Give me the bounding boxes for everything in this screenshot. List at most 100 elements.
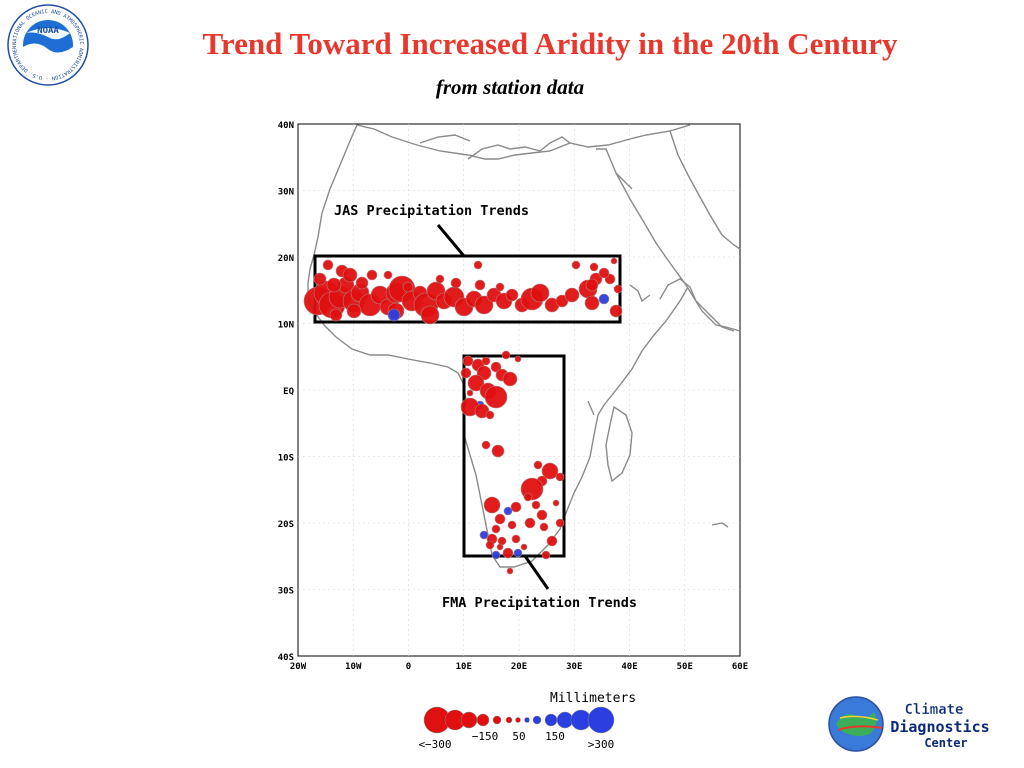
station-marker (503, 506, 513, 516)
station-marker (523, 492, 533, 502)
coastline (307, 124, 741, 568)
station-marker (496, 543, 504, 551)
station-marker (584, 295, 600, 311)
lon-tick-label: 10W (345, 662, 362, 672)
africa-precip-map: 40N 30N 20N 10N EQ 10S 20S 30S 40S 20W 10W 0 10E 20E… (278, 121, 748, 672)
legend-title: Millimeters (550, 691, 635, 706)
lat-tick-label: 30S (278, 587, 294, 597)
lat-tick-label: 20S (278, 520, 294, 530)
lon-tick-label: 0 (406, 662, 411, 672)
noaa-center-text: NOAA (37, 26, 59, 36)
station-marker (494, 513, 506, 525)
cdc-line3: Center (924, 736, 967, 750)
station-marker (511, 534, 521, 544)
legend-circle (556, 711, 574, 729)
legend-label: 150 (545, 730, 565, 743)
station-marker (536, 509, 548, 521)
station-marker (313, 272, 327, 286)
jas-label: JAS Precipitation Trends (334, 203, 529, 219)
station-marker (322, 259, 334, 271)
station-marker (571, 260, 581, 270)
station-marker (564, 287, 580, 303)
station-marker (460, 367, 472, 379)
lon-tick-label: 40E (621, 662, 637, 672)
station-marker (613, 284, 623, 294)
station-marker (552, 499, 560, 507)
lat-tick-label: 30N (278, 188, 294, 198)
station-marker (366, 269, 378, 281)
page-title: Trend Toward Increased Aridity in the 20… (202, 26, 898, 61)
lon-tick-label: 30E (566, 662, 582, 672)
station-marker (513, 548, 523, 558)
station-marker (539, 522, 549, 532)
station-marker (462, 355, 474, 367)
station-marker (598, 293, 610, 305)
station-marker (402, 281, 414, 293)
station-marker (541, 462, 559, 480)
station-marker (510, 501, 522, 513)
lon-tick-label: 50E (677, 662, 693, 672)
lat-tick-label: 10N (278, 321, 294, 331)
station-marker (495, 282, 505, 292)
legend-circle (505, 716, 513, 724)
legend-labels: <−300 −150 50 150 >300 (418, 730, 614, 751)
station-marker (342, 267, 358, 283)
lon-tick-label: 20E (511, 662, 527, 672)
jas-pointer (436, 224, 466, 257)
station-marker (507, 520, 517, 530)
station-marker (491, 550, 501, 560)
station-marker (555, 472, 565, 482)
station-marker (490, 361, 502, 373)
station-marker (466, 389, 474, 397)
fma-box (462, 354, 566, 558)
station-marker (481, 440, 491, 450)
legend-circle (515, 717, 521, 723)
station-marker (585, 278, 599, 292)
cdc-logo: Climate Diagnostics Center (828, 696, 990, 752)
legend-label: 50 (512, 730, 525, 743)
station-marker (329, 308, 343, 322)
legend-circle (524, 717, 530, 723)
lat-tick-label: 10S (278, 454, 294, 464)
lat-tick-label: EQ (283, 387, 294, 397)
cdc-line2: Diagnostics (890, 718, 989, 736)
latitude-labels: 40N 30N 20N 10N EQ 10S 20S 30S 40S (278, 121, 295, 663)
station-marker (483, 496, 501, 514)
lat-tick-label: 20N (278, 254, 294, 264)
station-marker (502, 547, 514, 559)
legend-circle (544, 713, 558, 727)
legend-circles (423, 706, 615, 734)
station-marker (555, 518, 565, 528)
longitude-labels: 20W 10W 0 10E 20E 30E 40E 50E 60E (290, 662, 748, 672)
station-marker (520, 543, 528, 551)
station-marker (473, 260, 483, 270)
station-marker (491, 524, 501, 534)
station-marker (524, 517, 536, 529)
lat-tick-label: 40S (278, 653, 294, 663)
station-marker (491, 444, 505, 458)
legend-label: >300 (588, 738, 615, 751)
fma-label: FMA Precipitation Trends (442, 595, 637, 611)
station-marker (541, 550, 551, 560)
station-marker (589, 262, 599, 272)
station-marker (502, 371, 518, 387)
station-marker (501, 350, 511, 360)
legend-circle (476, 713, 490, 727)
legend-circle (492, 715, 502, 725)
legend-label: −150 (472, 730, 499, 743)
legend-circle (587, 706, 615, 734)
station-marker (506, 567, 514, 575)
legend-circle (460, 711, 478, 729)
legend-label: <−300 (418, 738, 451, 751)
station-marker (355, 276, 369, 290)
station-marker (485, 410, 495, 420)
lon-tick-label: 20W (290, 662, 307, 672)
station-marker (505, 288, 519, 302)
station-marker (533, 460, 543, 470)
station-marker (326, 277, 342, 293)
station-marker (610, 257, 618, 265)
noaa-logo: NATIONAL OCEANIC AND ATMOSPHERIC ADMINIS… (6, 3, 89, 86)
cdc-line1: Climate (904, 702, 963, 718)
station-marker (530, 283, 550, 303)
station-marker (485, 540, 495, 550)
